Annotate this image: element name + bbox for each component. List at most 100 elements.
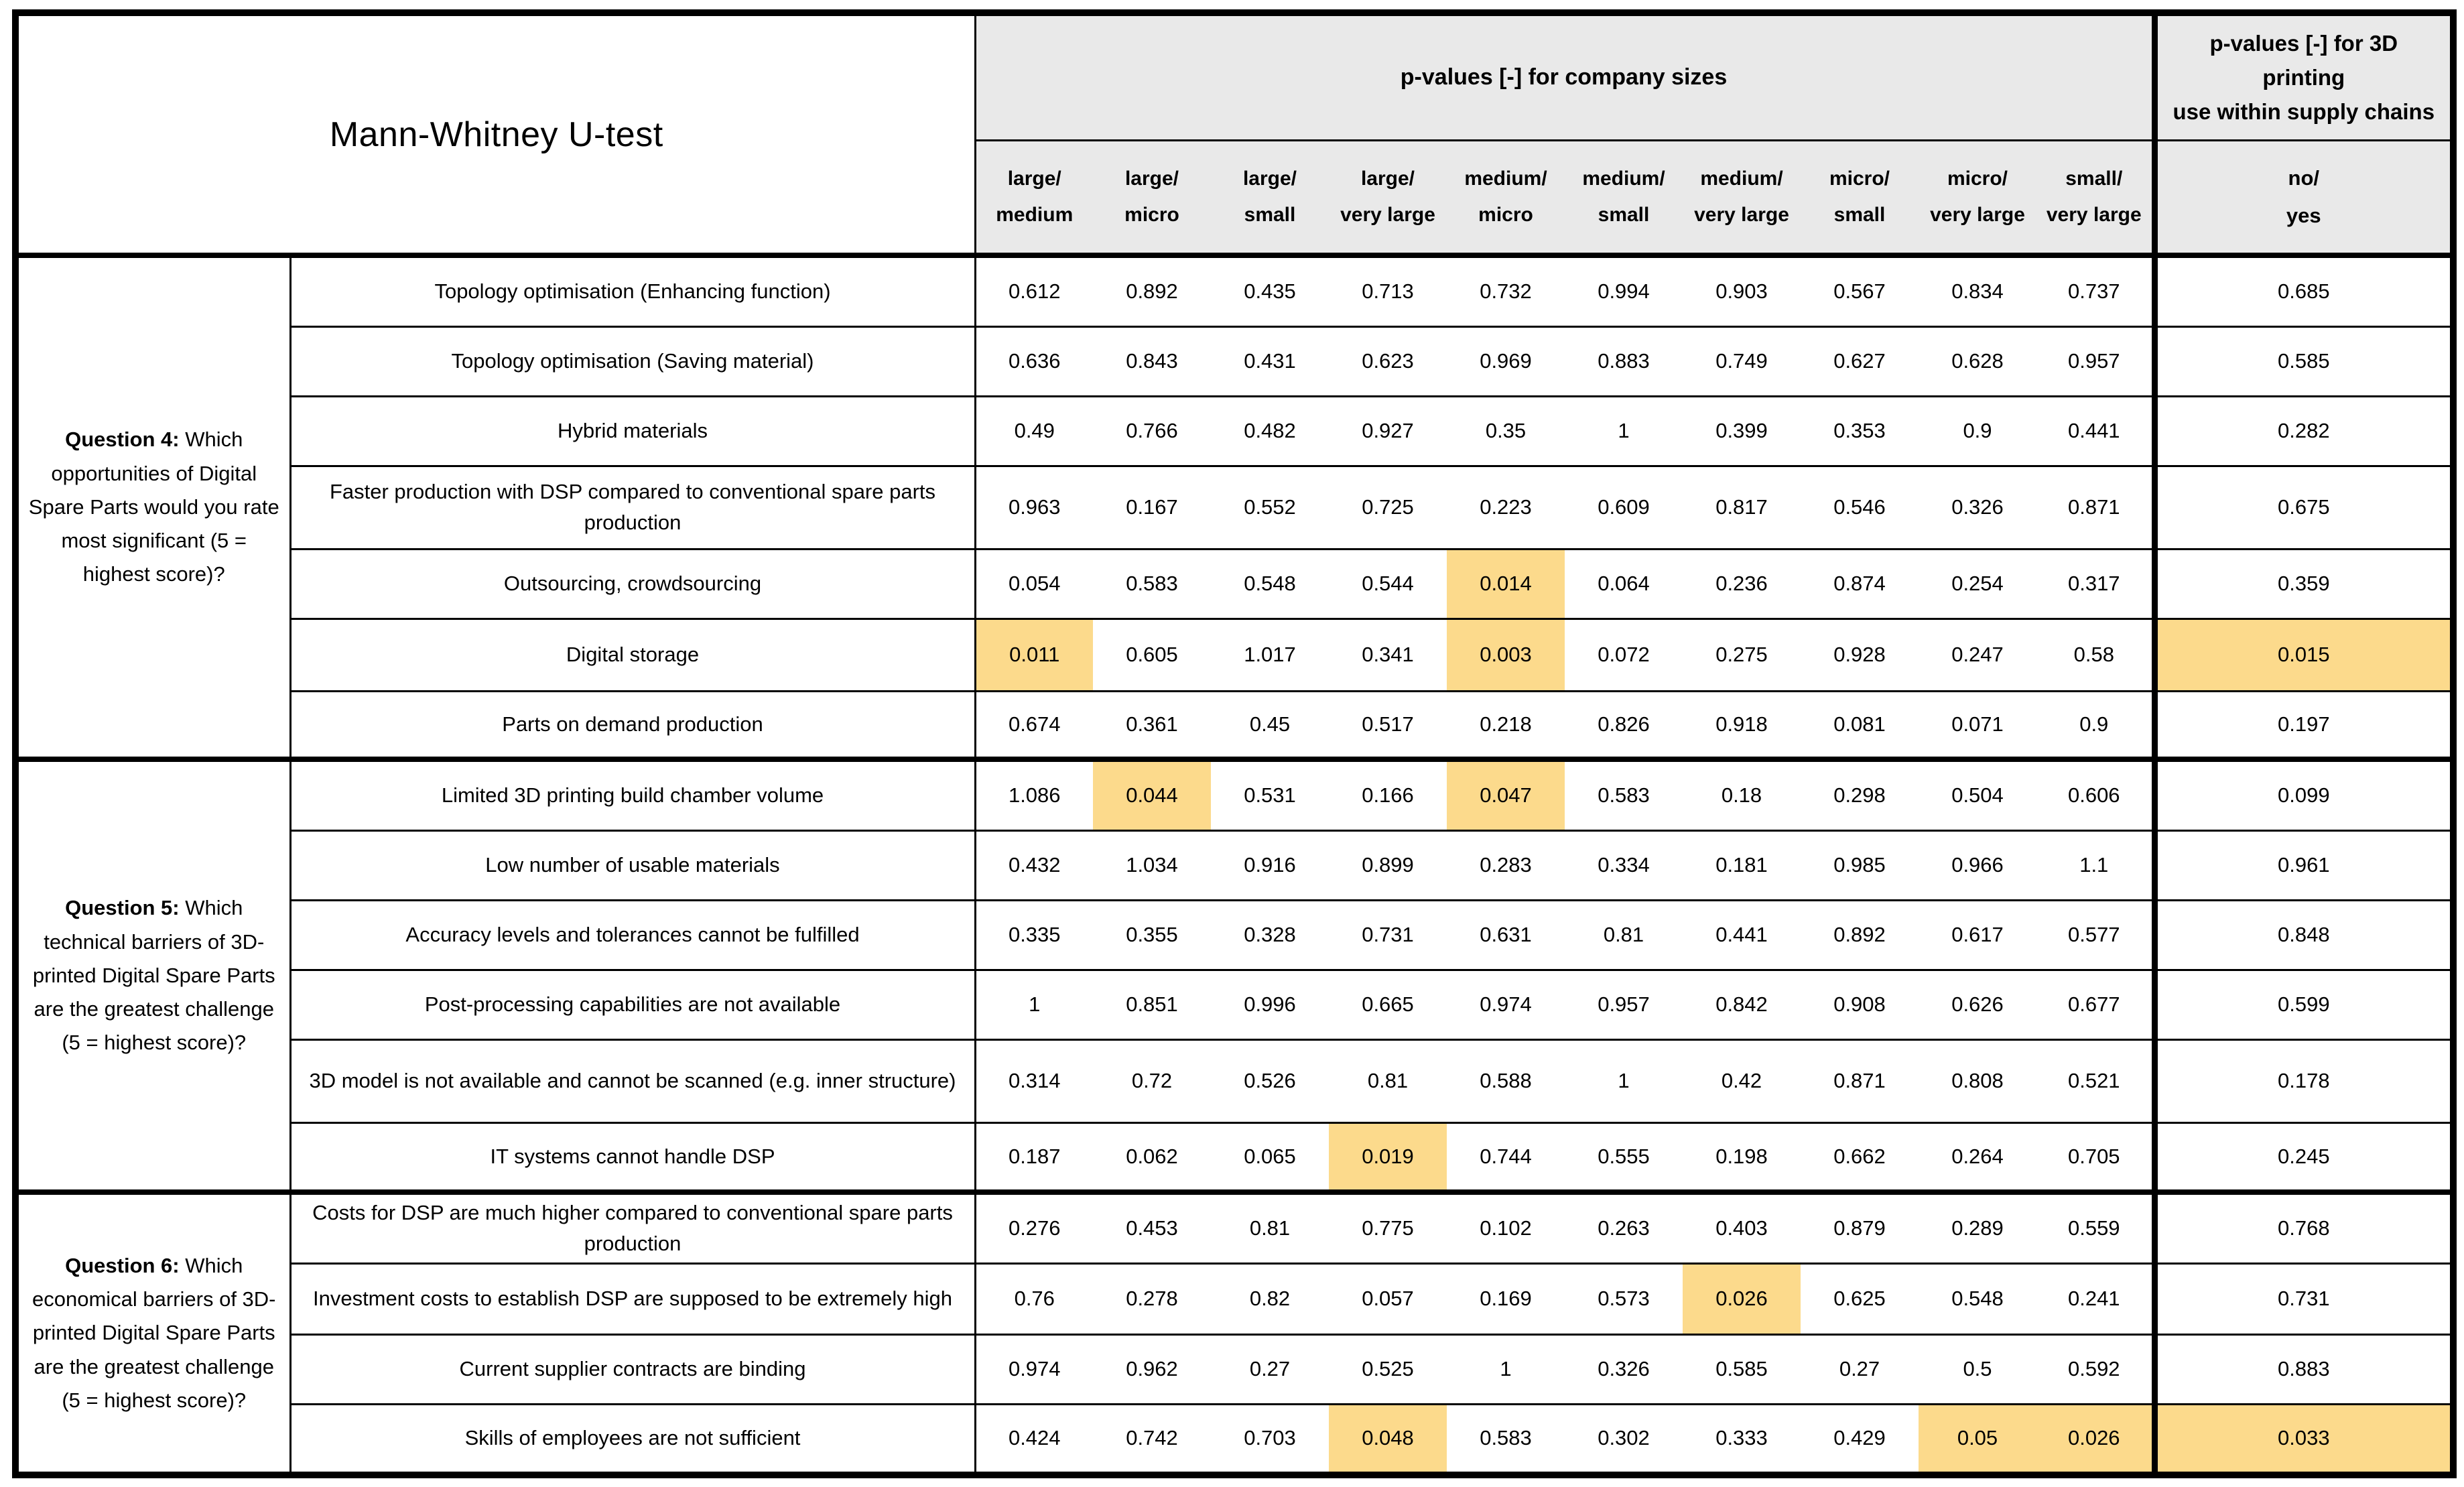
row-label: Costs for DSP are much higher compared t… — [290, 1189, 975, 1263]
table-row: Current supplier contracts are binding 0.… — [15, 1333, 2454, 1404]
p-value-cell: 0.766 — [1093, 395, 1211, 466]
p-value-cell: 0.526 — [1211, 1038, 1329, 1122]
page: Mann-Whitney U-test p-values [-] for com… — [0, 9, 2464, 1487]
column-header-micro-very-large: micro/ very large — [1919, 139, 2036, 255]
p-value-cell: 0.713 — [1329, 253, 1447, 326]
p-value-cell: 0.482 — [1211, 395, 1329, 466]
p-value-cell: 1.017 — [1211, 617, 1329, 691]
p-value-cell: 0.555 — [1565, 1121, 1683, 1192]
p-value-cell: 0.994 — [1565, 253, 1683, 326]
p-value-cell: 0.962 — [1093, 1333, 1211, 1404]
p-value-cell: 0.167 — [1093, 464, 1211, 549]
p-value-cell: 0.399 — [1683, 395, 1801, 466]
p-value-cell: 0.548 — [1211, 547, 1329, 619]
p-value-cell: 0.674 — [974, 690, 1093, 759]
column-header-medium-very-large: medium/ very large — [1683, 139, 1801, 255]
p-value-cell: 0.665 — [1329, 968, 1447, 1039]
row-label: Hybrid materials — [290, 395, 975, 466]
p-value-cell: 0.749 — [1683, 325, 1801, 396]
table-row: IT systems cannot handle DSP 0.187 0.062 0.… — [15, 1121, 2454, 1192]
p-value-cell: 0.064 — [1565, 547, 1683, 619]
p-value-cell: 0.218 — [1447, 690, 1565, 759]
column-header-large-micro: large/ micro — [1093, 139, 1211, 255]
question-cell-6: Question 6: Which economical barriers of… — [15, 1189, 291, 1475]
p-value-cell: 0.626 — [1919, 968, 2036, 1039]
p-value-cell: 0.361 — [1093, 690, 1211, 759]
p-value-cell: 0.18 — [1683, 757, 1801, 830]
p-value-cell: 0.744 — [1447, 1121, 1565, 1192]
p-value-cell: 0.35 — [1447, 395, 1565, 466]
p-value-cell: 0.544 — [1329, 547, 1447, 619]
p-value-cell: 0.317 — [2036, 547, 2155, 619]
p-value-cell: 0.725 — [1329, 464, 1447, 549]
p-value-cell: 0.617 — [1919, 899, 2036, 970]
question-cell-4: Question 4: Which opportunities of Digit… — [15, 253, 291, 759]
table-row: Outsourcing, crowdsourcing 0.054 0.583 0.54… — [15, 547, 2454, 619]
p-value-cell: 0.264 — [1919, 1121, 2036, 1192]
p-value-cell: 0.019 — [1329, 1121, 1447, 1192]
p-value-cell: 0.276 — [974, 1189, 1093, 1263]
p-value-cell: 0.963 — [974, 464, 1093, 549]
row-label: Topology optimisation (Saving material) — [290, 325, 975, 396]
p-value-cell: 0.623 — [1329, 325, 1447, 396]
p-value-cell: 0.432 — [974, 829, 1093, 900]
p-value-cell: 0.927 — [1329, 395, 1447, 466]
p-value-cell: 0.883 — [1565, 325, 1683, 396]
table-row: Accuracy levels and tolerances cannot be… — [15, 899, 2454, 970]
p-value-cell: 0.341 — [1329, 617, 1447, 691]
row-label: 3D model is not available and cannot be … — [290, 1038, 975, 1122]
row-label: Topology optimisation (Enhancing functio… — [290, 253, 975, 326]
p-value-cell: 0.82 — [1211, 1262, 1329, 1334]
p-value-cell: 0.254 — [1919, 547, 2036, 619]
p-value-cell: 0.326 — [1919, 464, 2036, 549]
p-value-cell: 0.731 — [1329, 899, 1447, 970]
p-value-cell: 0.062 — [1093, 1121, 1211, 1192]
p-value-cell: 0.567 — [1801, 253, 1919, 326]
p-value-cell: 0.353 — [1801, 395, 1919, 466]
p-value-cell-no-yes: 0.197 — [2151, 690, 2454, 759]
p-value-cell: 0.081 — [1801, 690, 1919, 759]
p-value-cell-no-yes: 0.245 — [2151, 1121, 2454, 1192]
p-value-cell: 0.81 — [1565, 899, 1683, 970]
p-value-cell: 0.966 — [1919, 829, 2036, 900]
column-header-large-small: large/ small — [1211, 139, 1329, 255]
p-value-cell: 0.631 — [1447, 899, 1565, 970]
p-value-cell: 0.842 — [1683, 968, 1801, 1039]
p-value-cell: 0.996 — [1211, 968, 1329, 1039]
p-value-cell: 0.435 — [1211, 253, 1329, 326]
p-value-cell: 0.5 — [1919, 1333, 2036, 1404]
p-value-cell: 0.899 — [1329, 829, 1447, 900]
p-value-cell: 0.247 — [1919, 617, 2036, 691]
column-header-large-medium: large/ medium — [974, 139, 1093, 255]
p-value-cell: 0.705 — [2036, 1121, 2155, 1192]
column-header-micro-small: micro/ small — [1801, 139, 1919, 255]
p-value-cell: 0.05 — [1919, 1403, 2036, 1475]
p-value-cell: 0.58 — [2036, 617, 2155, 691]
p-value-cell: 0.843 — [1093, 325, 1211, 396]
row-label: Faster production with DSP compared to c… — [290, 464, 975, 549]
column-header-large-very-large: large/ very large — [1329, 139, 1447, 255]
row-label: Limited 3D printing build chamber volume — [290, 757, 975, 830]
p-value-cell-no-yes: 0.178 — [2151, 1038, 2454, 1122]
p-value-cell: 0.808 — [1919, 1038, 2036, 1122]
row-label: Current supplier contracts are binding — [290, 1333, 975, 1404]
p-value-cell-no-yes: 0.282 — [2151, 395, 2454, 466]
p-value-cell: 0.166 — [1329, 757, 1447, 830]
p-value-cell: 0.328 — [1211, 899, 1329, 970]
table-row: Faster production with DSP compared to c… — [15, 464, 2454, 549]
p-value-cell: 0.27 — [1801, 1333, 1919, 1404]
p-value-cell: 0.169 — [1447, 1262, 1565, 1334]
p-value-cell: 0.424 — [974, 1403, 1093, 1475]
p-value-cell: 0.057 — [1329, 1262, 1447, 1334]
p-value-cell: 0.732 — [1447, 253, 1565, 326]
p-value-cell: 0.892 — [1093, 253, 1211, 326]
table-row: Low number of usable materials 0.432 1.034… — [15, 829, 2454, 900]
p-value-cell: 0.531 — [1211, 757, 1329, 830]
p-value-cell-no-yes: 0.585 — [2151, 325, 2454, 396]
p-value-cell: 0.742 — [1093, 1403, 1211, 1475]
p-value-cell: 0.263 — [1565, 1189, 1683, 1263]
table-row: Hybrid materials 0.49 0.766 0.482 0.927 0.35 1… — [15, 395, 2454, 466]
table-row: Digital storage 0.011 0.605 1.017 0.341 0.003… — [15, 617, 2454, 691]
p-value-cell: 0.275 — [1683, 617, 1801, 691]
mann-whitney-table: Mann-Whitney U-test p-values [-] for com… — [12, 9, 2457, 1478]
